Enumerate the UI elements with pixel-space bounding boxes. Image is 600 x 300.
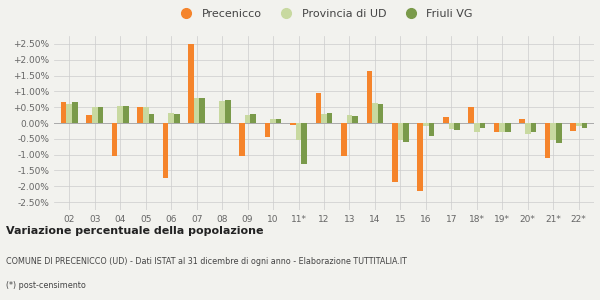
Bar — [378, 104, 383, 123]
Bar — [367, 71, 372, 123]
Bar — [520, 119, 525, 123]
Bar — [545, 123, 550, 158]
Bar — [556, 123, 562, 142]
Bar — [321, 113, 327, 123]
Text: (*) post-censimento: (*) post-censimento — [6, 281, 86, 290]
Bar — [479, 123, 485, 128]
Bar — [449, 123, 454, 129]
Bar — [428, 123, 434, 136]
Bar — [474, 123, 479, 133]
Bar — [169, 113, 174, 123]
Bar — [341, 123, 347, 156]
Bar — [392, 123, 398, 182]
Bar — [347, 115, 352, 123]
Bar — [443, 117, 449, 123]
Bar — [86, 115, 92, 123]
Bar — [550, 123, 556, 140]
Bar — [301, 123, 307, 164]
Bar — [245, 115, 250, 123]
Bar — [499, 123, 505, 133]
Bar — [581, 123, 587, 128]
Bar — [72, 102, 77, 123]
Bar — [469, 107, 474, 123]
Text: COMUNE DI PRECENICCO (UD) - Dati ISTAT al 31 dicembre di ogni anno - Elaborazion: COMUNE DI PRECENICCO (UD) - Dati ISTAT a… — [6, 257, 407, 266]
Bar — [454, 123, 460, 130]
Bar — [225, 100, 230, 123]
Bar — [143, 107, 149, 123]
Bar — [571, 123, 576, 131]
Bar — [123, 106, 128, 123]
Bar — [149, 113, 154, 123]
Bar — [372, 103, 378, 123]
Bar — [403, 123, 409, 142]
Bar — [296, 123, 301, 140]
Bar — [174, 113, 179, 123]
Bar — [98, 106, 103, 123]
Bar — [188, 44, 194, 123]
Bar — [199, 98, 205, 123]
Bar — [112, 123, 118, 156]
Bar — [92, 107, 98, 123]
Bar — [398, 123, 403, 140]
Bar — [327, 113, 332, 123]
Bar — [137, 107, 143, 123]
Legend: Precenicco, Provincia di UD, Friuli VG: Precenicco, Provincia di UD, Friuli VG — [171, 4, 477, 23]
Bar — [352, 116, 358, 123]
Bar — [67, 104, 72, 123]
Bar — [423, 123, 428, 125]
Bar — [250, 114, 256, 123]
Bar — [525, 123, 530, 134]
Bar — [265, 123, 270, 137]
Bar — [194, 98, 199, 123]
Bar — [270, 119, 276, 123]
Bar — [505, 123, 511, 133]
Text: Variazione percentuale della popolazione: Variazione percentuale della popolazione — [6, 226, 263, 236]
Bar — [220, 101, 225, 123]
Bar — [163, 123, 169, 178]
Bar — [530, 123, 536, 133]
Bar — [316, 93, 321, 123]
Bar — [494, 123, 499, 133]
Bar — [418, 123, 423, 191]
Bar — [118, 106, 123, 123]
Bar — [290, 123, 296, 124]
Bar — [61, 102, 67, 123]
Bar — [276, 119, 281, 123]
Bar — [576, 123, 581, 126]
Bar — [239, 123, 245, 156]
